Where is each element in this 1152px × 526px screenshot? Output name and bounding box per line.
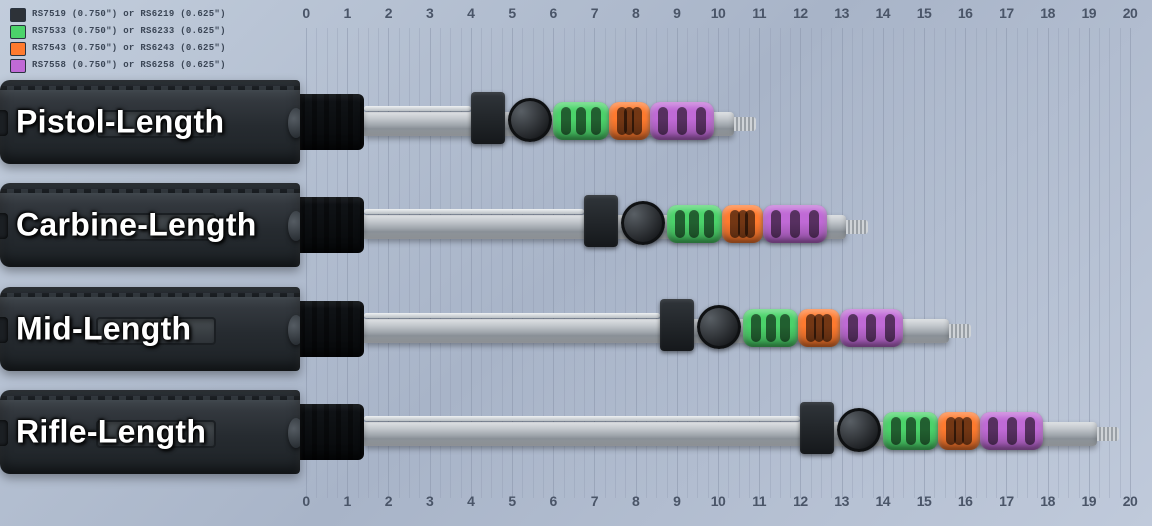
muzzle-brake — [553, 102, 609, 140]
ruler-tick: 7 — [591, 6, 598, 20]
ruler-tick: 0 — [302, 494, 309, 508]
muzzle-brake — [743, 309, 799, 347]
legend-row: RS7533 (0.750") or RS6233 (0.625") — [10, 25, 226, 39]
row-label: Carbine-Length — [16, 207, 257, 244]
ruler-tick: 10 — [711, 6, 726, 20]
ruler-tick: 5 — [508, 6, 515, 20]
ruler-tick: 2 — [385, 6, 392, 20]
legend-row: RS7558 (0.750") or RS6258 (0.625") — [10, 59, 226, 73]
muzzle-brake — [883, 412, 939, 450]
barrel-nut — [300, 94, 364, 150]
ruler-tick: 12 — [793, 6, 808, 20]
ruler-tick: 14 — [876, 494, 891, 508]
legend-swatch — [10, 42, 26, 56]
ruler-tick: 14 — [876, 6, 891, 20]
ruler-tick: 1 — [344, 6, 351, 20]
ruler-tick: 15 — [917, 6, 932, 20]
legend: RS7519 (0.750") or RS6219 (0.625") RS7533… — [10, 8, 226, 76]
ruler-tick: 11 — [752, 494, 766, 508]
legend-row: RS7519 (0.750") or RS6219 (0.625") — [10, 8, 226, 22]
muzzle-brake — [798, 309, 839, 347]
ruler-tick: 4 — [467, 494, 474, 508]
ruler-tick: 1 — [344, 494, 351, 508]
muzzle-brake — [980, 412, 1044, 450]
muzzle-brake — [763, 205, 827, 243]
ruler-tick: 20 — [1123, 494, 1138, 508]
barrel-row: Carbine-Length — [0, 183, 1152, 267]
ruler-tick: 19 — [1082, 6, 1097, 20]
muzzle-brake — [650, 102, 714, 140]
ruler-tick: 17 — [999, 6, 1014, 20]
ruler-tick: 18 — [1040, 6, 1055, 20]
legend-text: RS7543 (0.750") or RS6243 (0.625") — [32, 42, 226, 56]
legend-swatch — [10, 59, 26, 73]
adjustment-knob — [697, 305, 741, 349]
ruler-tick: 8 — [632, 6, 639, 20]
ruler-tick: 12 — [793, 494, 808, 508]
ruler-tick: 16 — [958, 494, 973, 508]
barrel-row: Mid-Length — [0, 287, 1152, 371]
row-label: Mid-Length — [16, 310, 191, 347]
ruler-tick: 11 — [752, 6, 766, 20]
ruler-tick: 13 — [834, 6, 849, 20]
ruler-bottom: 01234567891011121314151617181920 — [0, 494, 1152, 520]
ruler-tick: 17 — [999, 494, 1014, 508]
ruler-tick: 13 — [834, 494, 849, 508]
ruler-tick: 0 — [302, 6, 309, 20]
muzzle-brake — [722, 205, 763, 243]
ruler-tick: 18 — [1040, 494, 1055, 508]
muzzle-brake — [667, 205, 723, 243]
legend-swatch — [10, 8, 26, 22]
gas-tube — [364, 416, 800, 421]
barrel-rows: Pistol-Length Carbine-Length Mid-Length Rif… — [0, 80, 1152, 474]
barrel-row: Rifle-Length — [0, 390, 1152, 474]
ruler-tick: 19 — [1082, 494, 1097, 508]
gas-tube — [364, 313, 660, 318]
muzzle-brake — [938, 412, 979, 450]
barrel-nut — [300, 301, 364, 357]
ruler-tick: 3 — [426, 494, 433, 508]
ruler-tick: 10 — [711, 494, 726, 508]
legend-row: RS7543 (0.750") or RS6243 (0.625") — [10, 42, 226, 56]
muzzle-brake — [609, 102, 650, 140]
gas-block — [471, 92, 505, 144]
ruler-tick: 16 — [958, 6, 973, 20]
ruler-tick: 20 — [1123, 6, 1138, 20]
ruler-tick: 7 — [591, 494, 598, 508]
ruler-tick: 15 — [917, 494, 932, 508]
barrel-nut — [300, 404, 364, 460]
ruler-tick: 2 — [385, 494, 392, 508]
gas-block — [584, 195, 618, 247]
adjustment-knob — [508, 98, 552, 142]
gas-block — [660, 299, 694, 351]
gas-tube — [364, 209, 584, 214]
ruler-tick: 4 — [467, 6, 474, 20]
row-label: Rifle-Length — [16, 413, 206, 450]
barrel-nut — [300, 197, 364, 253]
ruler-tick: 6 — [550, 494, 557, 508]
muzzle-brake — [840, 309, 904, 347]
ruler-tick: 9 — [673, 6, 680, 20]
ruler-tick: 8 — [632, 494, 639, 508]
row-label: Pistol-Length — [16, 104, 224, 141]
gas-tube — [364, 106, 471, 111]
legend-text: RS7533 (0.750") or RS6233 (0.625") — [32, 25, 226, 39]
barrel-row: Pistol-Length — [0, 80, 1152, 164]
ruler-tick: 9 — [673, 494, 680, 508]
ruler-tick: 5 — [508, 494, 515, 508]
ruler-tick: 6 — [550, 6, 557, 20]
legend-swatch — [10, 25, 26, 39]
legend-text: RS7558 (0.750") or RS6258 (0.625") — [32, 59, 226, 73]
gas-block — [800, 402, 834, 454]
legend-text: RS7519 (0.750") or RS6219 (0.625") — [32, 8, 226, 22]
ruler-tick: 3 — [426, 6, 433, 20]
